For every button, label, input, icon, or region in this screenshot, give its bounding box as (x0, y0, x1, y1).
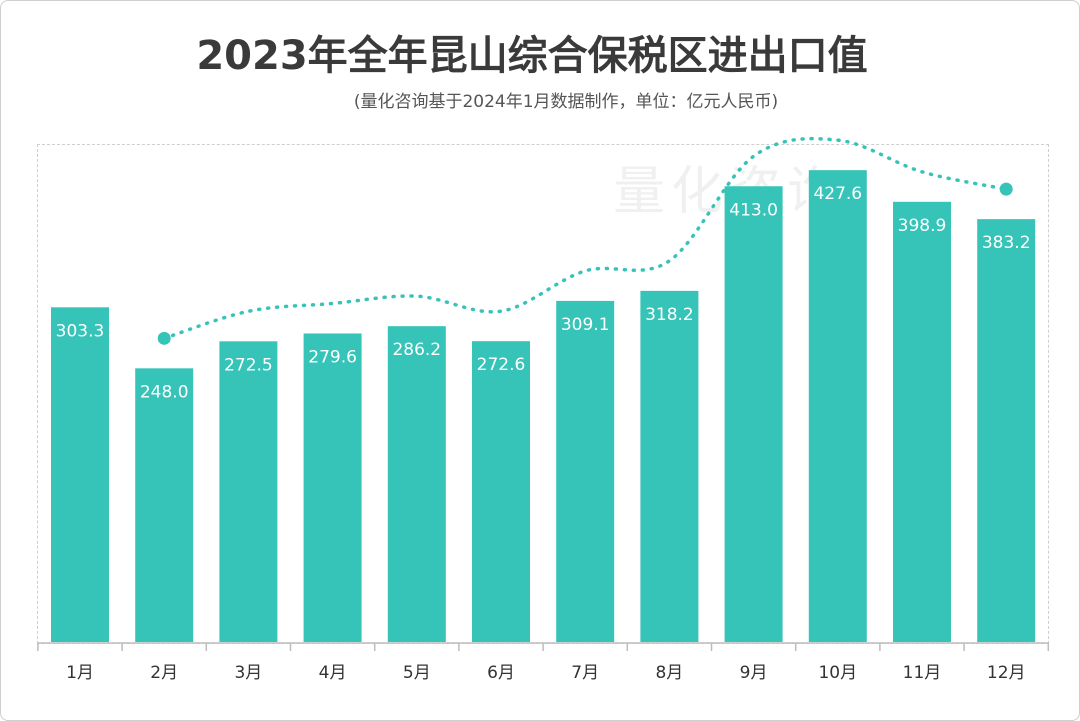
bar-4 (303, 333, 362, 642)
x-tick-label-2: 2月 (150, 663, 178, 683)
x-tick-label-7: 7月 (571, 663, 599, 683)
trend-start-marker (157, 331, 171, 345)
bar-7 (556, 300, 615, 642)
data-label-8: 318.2 (645, 305, 694, 325)
bar-12 (977, 219, 1036, 642)
data-label-11: 398.9 (898, 216, 947, 236)
chart-title: 2023年全年昆山综合保税区进出口值 (196, 33, 868, 79)
bar-11 (893, 201, 951, 642)
x-tick-label-6: 6月 (487, 663, 515, 683)
bar-5 (387, 326, 446, 642)
x-tick-label-3: 3月 (234, 663, 262, 683)
data-label-4: 279.6 (308, 347, 357, 367)
bar-3 (219, 341, 278, 642)
trend-end-marker (999, 182, 1013, 196)
bar-10 (808, 170, 867, 642)
data-label-7: 309.1 (561, 315, 610, 335)
x-tick-label-4: 4月 (319, 663, 347, 683)
x-tick-label-9: 9月 (740, 663, 768, 683)
bar-6 (472, 341, 530, 642)
data-label-10: 427.6 (813, 184, 862, 204)
data-label-1: 303.3 (56, 321, 105, 341)
x-tick-label-10: 10月 (818, 663, 857, 683)
data-label-6: 272.6 (477, 355, 526, 375)
chart-subtitle: (量化咨询基于2024年1月数据制作，单位：亿元人民币) (353, 92, 779, 112)
data-label-12: 383.2 (982, 233, 1031, 253)
bar-2 (135, 368, 194, 642)
x-tick-label-8: 8月 (655, 663, 683, 683)
x-tick-label-1: 1月 (66, 663, 94, 683)
data-label-5: 286.2 (392, 340, 441, 360)
x-tick-label-5: 5月 (403, 663, 431, 683)
data-label-3: 272.5 (224, 355, 273, 375)
bar-8 (640, 290, 699, 642)
x-tick-label-12: 12月 (987, 663, 1026, 683)
x-tick-label-11: 11月 (903, 663, 942, 683)
data-label-2: 248.0 (140, 382, 189, 402)
data-label-9: 413.0 (729, 200, 778, 220)
bar-9 (724, 186, 783, 642)
bar-1 (51, 307, 109, 642)
